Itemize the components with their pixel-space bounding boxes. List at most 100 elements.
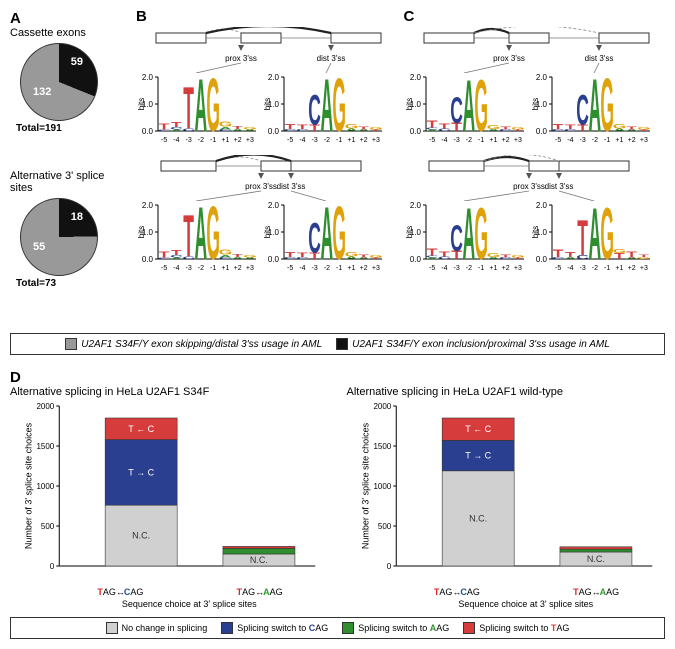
svg-text:T: T xyxy=(552,248,563,260)
legend-swatch xyxy=(463,622,475,634)
svg-text:-5: -5 xyxy=(555,265,561,272)
svg-text:dist 3'ss: dist 3'ss xyxy=(317,54,346,63)
svg-text:+2: +2 xyxy=(627,137,635,144)
svg-text:dist 3'ss: dist 3'ss xyxy=(544,182,573,191)
svg-text:prox 3'ss: prox 3'ss xyxy=(493,54,525,63)
figure: A Cassette exons 59132 Total=191 Alternativ… xyxy=(0,0,675,649)
svg-text:500: 500 xyxy=(41,522,55,531)
svg-text:A: A xyxy=(588,201,601,273)
svg-text:T: T xyxy=(232,253,243,258)
svg-text:G: G xyxy=(369,126,383,130)
svg-text:prox 3'ss: prox 3'ss xyxy=(225,54,257,63)
svg-text:A: A xyxy=(321,201,334,273)
svg-text:bits: bits xyxy=(263,98,272,110)
svg-text:G: G xyxy=(600,201,614,273)
svg-text:bits: bits xyxy=(137,226,146,238)
pie-total: Total=73 xyxy=(16,278,130,289)
svg-text:+2: +2 xyxy=(234,137,242,144)
d-chart: Alternative splicing in HeLa U2AF1 S34F0… xyxy=(10,386,329,609)
sequence-logo: 0.01.02.0bits C T -5 C T -4 T C xyxy=(262,201,384,273)
svg-text:T: T xyxy=(358,125,369,130)
svg-text:bits: bits xyxy=(137,98,146,110)
svg-text:dist 3'ss: dist 3'ss xyxy=(584,54,613,63)
svg-text:bits: bits xyxy=(405,98,414,110)
svg-text:-5: -5 xyxy=(161,265,167,272)
svg-text:0.0: 0.0 xyxy=(409,127,421,136)
svg-text:T → C: T → C xyxy=(128,467,154,477)
svg-text:Number of 3' splice site choic: Number of 3' splice site choices xyxy=(360,422,370,549)
svg-text:+1: +1 xyxy=(221,265,229,272)
svg-text:G: G xyxy=(612,123,626,130)
legend-text: Splicing switch to CAG xyxy=(237,623,328,633)
pie-group: Cassette exons 59132 Total=191 xyxy=(10,27,130,134)
svg-text:G: G xyxy=(206,73,220,145)
x-cat: TAG↔CAG xyxy=(387,587,528,597)
legend-text: No change in splicing xyxy=(122,623,208,633)
svg-text:T: T xyxy=(297,123,308,130)
svg-text:A: A xyxy=(462,73,475,145)
svg-text:-1: -1 xyxy=(210,137,216,144)
svg-text:G: G xyxy=(219,248,233,256)
pie-chart: 59132 xyxy=(20,43,98,121)
svg-text:T: T xyxy=(552,122,564,131)
d-chart-title: Alternative splicing in HeLa U2AF1 wild-… xyxy=(347,386,666,398)
svg-text:C: C xyxy=(576,86,589,133)
svg-text:G: G xyxy=(369,254,383,258)
svg-text:-5: -5 xyxy=(161,137,167,144)
svg-text:+3: +3 xyxy=(246,137,254,144)
svg-text:A: A xyxy=(321,73,334,145)
svg-text:-4: -4 xyxy=(441,137,447,144)
svg-text:G: G xyxy=(332,201,346,273)
svg-text:T: T xyxy=(285,122,297,131)
svg-text:+3: +3 xyxy=(246,265,254,272)
pie-grey-count: 132 xyxy=(33,86,51,98)
svg-text:T: T xyxy=(577,210,588,266)
svg-text:C: C xyxy=(308,214,321,261)
pie-chart: 1855 xyxy=(20,198,98,276)
svg-text:-1: -1 xyxy=(336,265,342,272)
svg-text:-2: -2 xyxy=(465,137,471,144)
legend-grey-item: U2AF1 S34F/Y exon skipping/distal 3'ss u… xyxy=(65,338,322,350)
svg-text:T: T xyxy=(183,203,194,270)
svg-text:+3: +3 xyxy=(639,137,647,144)
svg-text:T: T xyxy=(285,250,297,259)
pie-group: Alternative 3' splice sites1855Total=73 xyxy=(10,170,130,289)
splice-schematic: prox 3'ssdist 3'ss xyxy=(404,155,654,201)
svg-text:dist 3'ss: dist 3'ss xyxy=(277,182,306,191)
svg-text:G: G xyxy=(511,126,525,130)
svg-text:G: G xyxy=(600,73,614,145)
svg-text:0.0: 0.0 xyxy=(268,127,280,136)
svg-text:T: T xyxy=(439,250,450,258)
svg-text:-3: -3 xyxy=(453,137,459,144)
svg-text:T: T xyxy=(500,253,511,258)
svg-text:bits: bits xyxy=(531,98,540,110)
svg-text:-4: -4 xyxy=(173,265,179,272)
svg-text:G: G xyxy=(243,126,257,130)
svg-text:A: A xyxy=(195,201,208,273)
legend-black-item: U2AF1 S34F/Y exon inclusion/proximal 3's… xyxy=(336,338,610,350)
svg-text:+2: +2 xyxy=(360,265,368,272)
svg-text:+3: +3 xyxy=(639,265,647,272)
pie-grey-count: 55 xyxy=(33,241,45,253)
pie-title: Cassette exons xyxy=(10,27,130,39)
panel-c-label: C xyxy=(404,8,666,25)
svg-text:0.0: 0.0 xyxy=(142,255,154,264)
x-categories: TAG↔CAGTAG↔AAG xyxy=(347,587,666,597)
splice-schematic: prox 3'ss dist 3'ss xyxy=(136,27,386,73)
svg-text:+3: +3 xyxy=(372,265,380,272)
panel-d: D Alternative splicing in HeLa U2AF1 S34… xyxy=(10,369,665,639)
svg-text:T: T xyxy=(171,249,182,257)
svg-text:0.0: 0.0 xyxy=(535,127,547,136)
svg-text:T: T xyxy=(626,125,637,130)
svg-text:-5: -5 xyxy=(429,265,435,272)
panel-b: B prox 3'ssdist 3'ss 0.01.02.0bits C T -… xyxy=(136,8,398,325)
x-cat: TAG↔AAG xyxy=(527,587,665,597)
pie-total: Total=191 xyxy=(16,123,130,134)
logo-block: prox 3'ssdist 3'ss 0.01.02.0bits A C T -… xyxy=(404,27,666,145)
stacked-bar-chart: 0500100015002000Number of 3' splice site… xyxy=(347,402,666,582)
svg-text:T: T xyxy=(426,119,437,130)
legend-d-item: Splicing switch to TAG xyxy=(463,622,569,634)
svg-text:0.0: 0.0 xyxy=(409,255,421,264)
svg-text:-5: -5 xyxy=(555,137,561,144)
svg-text:-4: -4 xyxy=(299,265,305,272)
